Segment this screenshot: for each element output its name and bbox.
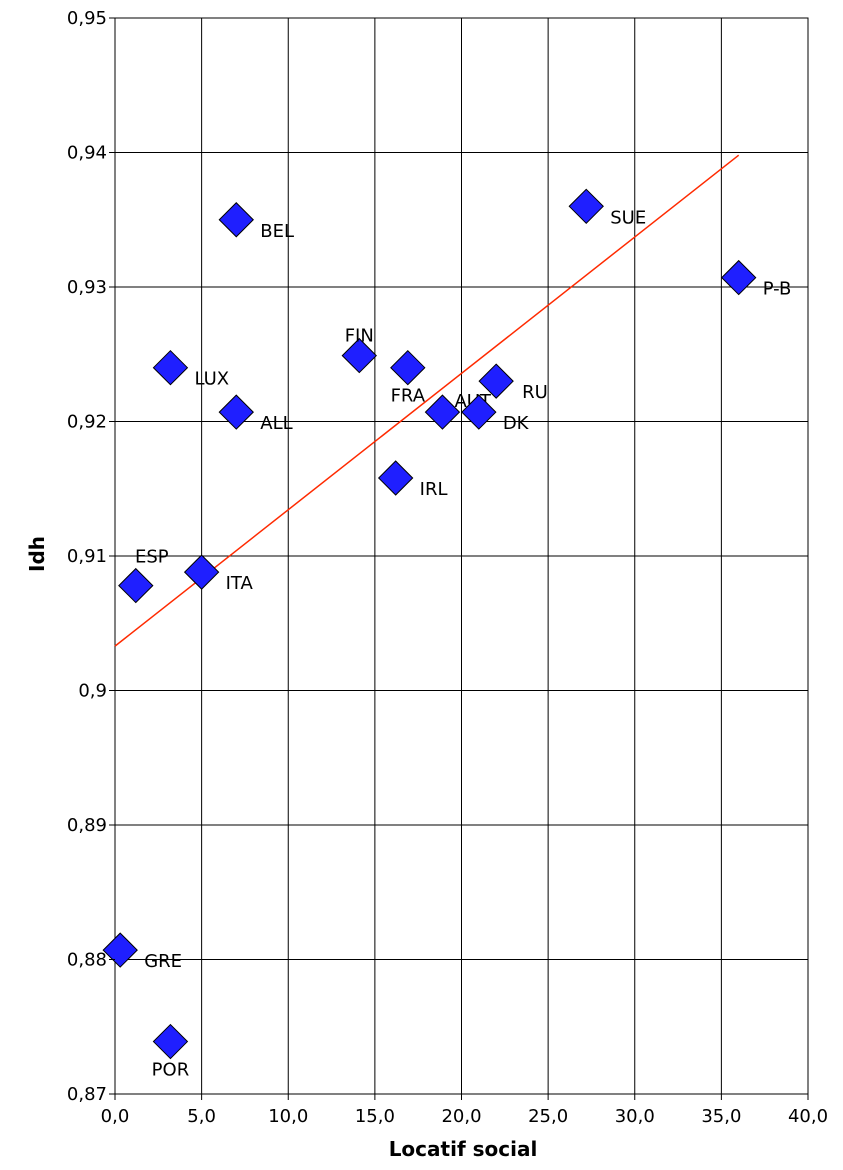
data-point-fin — [341, 337, 377, 374]
data-label-esp: ESP — [135, 547, 169, 568]
data-label-dk: DK — [503, 413, 530, 434]
data-point-esp — [118, 567, 154, 604]
data-point-sue — [568, 188, 604, 225]
y-tick-label: 0,92 — [67, 412, 107, 433]
data-point-gre — [102, 932, 138, 968]
data-point-fra — [390, 349, 426, 386]
data-label-ru: RU — [522, 382, 548, 403]
x-tick-label: 35,0 — [701, 1106, 741, 1127]
y-tick-label: 0,87 — [67, 1084, 107, 1105]
data-point-por — [152, 1023, 189, 1060]
data-point-all — [218, 394, 254, 430]
grid — [114, 17, 809, 1095]
trendline — [114, 154, 740, 647]
y-tick-label: 0,95 — [67, 8, 107, 29]
x-axis-ticks: 0,0 5,0 10,0 15,0 20,0 25,0 30,0 35,0 40,0 — [101, 1094, 828, 1127]
data-label-ita: ITA — [226, 573, 254, 594]
y-tick-label: 0,93 — [67, 277, 107, 298]
data-point-bel — [218, 202, 254, 238]
data-label-fin: FIN — [345, 326, 374, 347]
data-label-gre: GRE — [144, 951, 182, 972]
data-label-por: POR — [152, 1060, 190, 1081]
data-point-lux — [152, 349, 189, 386]
x-tick-label: 40,0 — [788, 1106, 828, 1127]
data-label-all: ALL — [260, 413, 292, 434]
y-tick-label: 0,89 — [67, 815, 107, 836]
data-point-ita — [183, 554, 220, 590]
x-tick-label: 15,0 — [355, 1106, 395, 1127]
x-tick-label: 10,0 — [268, 1106, 308, 1127]
data-label-lux: LUX — [194, 369, 229, 390]
y-tick-label: 0,94 — [67, 143, 107, 164]
y-tick-label: 0,88 — [67, 950, 107, 971]
data-point-dk — [461, 394, 497, 430]
y-axis-title: Idh — [25, 536, 49, 572]
data-points: BELSUEP-BLUXALLFINFRAAUTDKRUIRLESPITAGRE… — [102, 188, 792, 1081]
y-tick-label: 0,9 — [78, 681, 107, 702]
x-tick-label: 25,0 — [528, 1106, 568, 1127]
x-tick-label: 0,0 — [101, 1106, 130, 1127]
data-point-p-b — [720, 259, 757, 296]
data-label-fra: FRA — [391, 386, 426, 407]
data-point-aut — [424, 394, 461, 430]
y-tick-label: 0,91 — [67, 546, 107, 567]
data-point-irl — [377, 460, 414, 496]
data-label-p-b: P-B — [763, 279, 792, 300]
x-tick-label: 30,0 — [615, 1106, 655, 1127]
x-tick-label: 5,0 — [187, 1106, 216, 1127]
trendline-layer — [114, 154, 740, 647]
data-label-irl: IRL — [420, 479, 448, 500]
y-axis-ticks: 0,87 0,88 0,89 0,9 0,91 0,92 0,93 0,94 0,95 — [67, 8, 115, 1105]
data-point-ru — [478, 363, 514, 399]
data-label-bel: BEL — [260, 221, 294, 242]
x-tick-label: 20,0 — [441, 1106, 481, 1127]
x-axis-title: Locatif social — [389, 1137, 538, 1161]
data-label-sue: SUE — [610, 207, 646, 228]
